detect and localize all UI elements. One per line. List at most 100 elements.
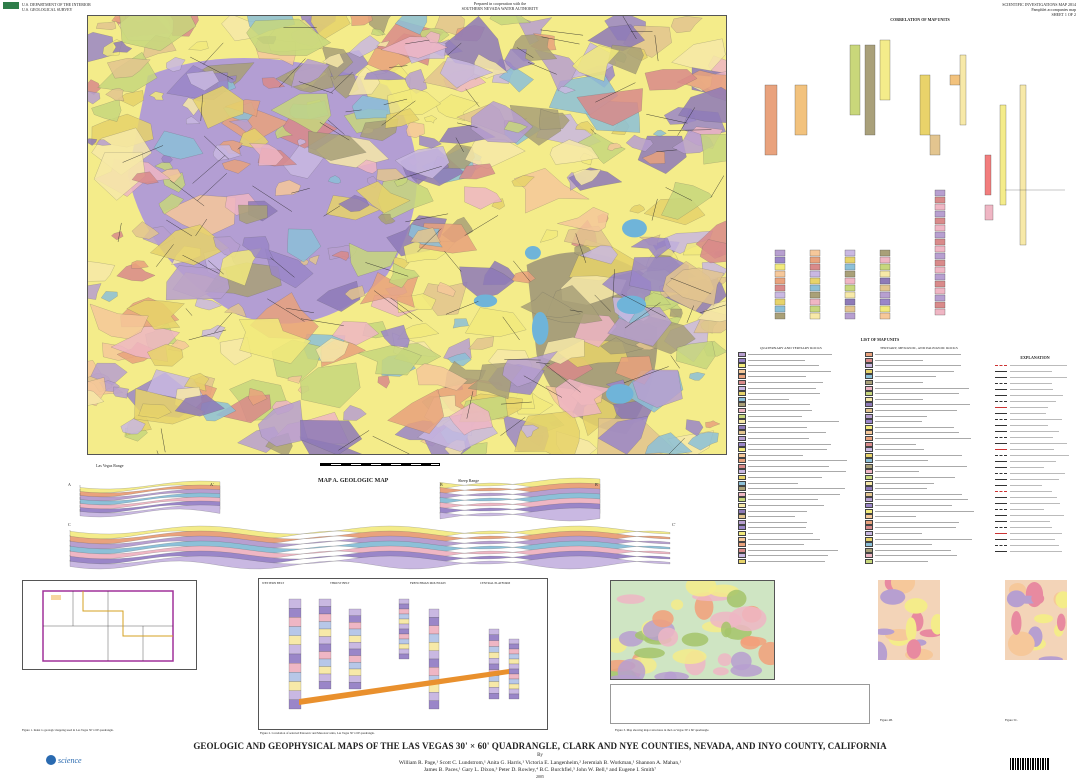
map-unit-polygon (511, 175, 535, 187)
map-unit-polygon (687, 431, 719, 451)
correlation-unit-box (809, 305, 821, 313)
stratigraphic-column-unit (318, 621, 332, 630)
stratigraphic-column-unit (508, 673, 520, 680)
fault-line (444, 251, 462, 272)
fault-line (381, 100, 416, 126)
fault-line (665, 187, 693, 201)
stratigraphic-column-unit (348, 668, 362, 676)
correlation-unit-box (879, 277, 891, 285)
unit-swatch (738, 430, 746, 436)
unit-list-item (738, 463, 863, 470)
stratigraphic-column-unit (398, 603, 410, 610)
fault-line (513, 260, 531, 282)
fault-line (500, 417, 526, 436)
correlation-unit-box (934, 189, 946, 197)
correlation-unit-box (929, 134, 941, 156)
unit-list-item (738, 379, 863, 386)
structure-map-unit (616, 594, 646, 604)
unit-swatch (865, 558, 873, 564)
map-unit-polygon (111, 231, 124, 240)
fault-line (668, 437, 685, 454)
map-unit-polygon (597, 415, 649, 454)
figure3-caption: Figure 3. Map showing major structures i… (615, 728, 710, 732)
fault-line (200, 94, 203, 121)
map-unit-polygon (186, 116, 201, 125)
unit-list-item (738, 447, 863, 453)
stratigraphic-column-unit (398, 623, 410, 630)
correlation-unit-box (879, 270, 891, 278)
fault-line (502, 316, 520, 341)
geologic-map[interactable] (87, 15, 727, 455)
fault-line (122, 145, 164, 163)
unit-list-item (865, 553, 990, 559)
fault-line (544, 363, 581, 393)
map-unit-polygon (539, 109, 570, 130)
map-unit-polygon (542, 337, 585, 365)
explanation-item (995, 518, 1075, 524)
stratigraphic-column-unit (318, 681, 332, 690)
unit-list-item (865, 352, 990, 358)
stratigraphic-column-unit (288, 617, 302, 627)
unit-swatch (865, 402, 873, 408)
stratigraphic-column-unit (428, 692, 440, 701)
correlation-unit-box (879, 249, 891, 257)
map-unit-polygon (131, 221, 160, 240)
fault-line (374, 290, 412, 319)
map-unit-blue (606, 383, 634, 404)
correlation-unit-box (934, 308, 946, 316)
fault-line (654, 35, 659, 62)
map-unit-polygon (558, 86, 576, 94)
structure-map-unit (730, 664, 763, 677)
section-c-label: C (68, 522, 71, 527)
unit-list-item (865, 368, 990, 375)
map-unit-blue (531, 311, 549, 345)
fault-line (327, 119, 345, 135)
inset-map-unit (930, 613, 940, 635)
stratigraphic-column-unit (428, 658, 440, 668)
stratigraphic-column-unit (398, 598, 410, 605)
unit-swatch (865, 447, 873, 453)
stratigraphic-column-unit (348, 675, 362, 683)
map-unit-polygon (575, 121, 595, 135)
correlation-unit-box (774, 291, 786, 299)
stratigraphic-column-unit (488, 646, 500, 653)
map-unit-polygon (224, 303, 247, 318)
unit-swatch (865, 458, 873, 464)
inset-map-unit (1034, 614, 1053, 624)
unit-list-item (738, 413, 863, 420)
map-unit-polygon (248, 388, 268, 406)
map-unit-polygon (644, 69, 698, 91)
map-unit-polygon (352, 95, 392, 120)
unit-list-item (865, 441, 990, 448)
inset-map-unit (1056, 613, 1066, 632)
explanation-item (995, 452, 1075, 458)
explanation-item (995, 500, 1075, 506)
stratigraphic-column-unit (398, 613, 410, 620)
map-unit-polygon (291, 58, 330, 88)
stratigraphic-column-unit (398, 633, 410, 640)
fig2-header-1: WESTERN BELT (262, 581, 285, 585)
fault-line (575, 233, 587, 263)
stratigraphic-column-unit (348, 642, 362, 650)
explanation-item (995, 440, 1075, 446)
map-unit-polygon (287, 228, 321, 263)
unit-list-item (738, 435, 863, 442)
fault-line (594, 294, 611, 312)
unit-list-item (738, 508, 863, 515)
structure-map-unit (658, 627, 679, 647)
figure4-map (878, 580, 940, 660)
correlation-unit-box (844, 284, 856, 292)
unit-swatch (865, 497, 873, 503)
unit-list-item (865, 447, 990, 453)
map-unit-polygon (504, 48, 536, 71)
stratigraphic-column-unit (288, 690, 302, 700)
stratigraphic-column-unit (348, 615, 362, 623)
correlation-unit-box (844, 298, 856, 306)
map-unit-polygon (315, 337, 350, 363)
fault-line (540, 29, 584, 36)
map-unit-blue (616, 295, 647, 315)
unit-swatch (865, 480, 873, 486)
unit-list-item (738, 424, 863, 431)
unit-swatch (865, 542, 873, 548)
inset-map-unit (906, 639, 922, 659)
